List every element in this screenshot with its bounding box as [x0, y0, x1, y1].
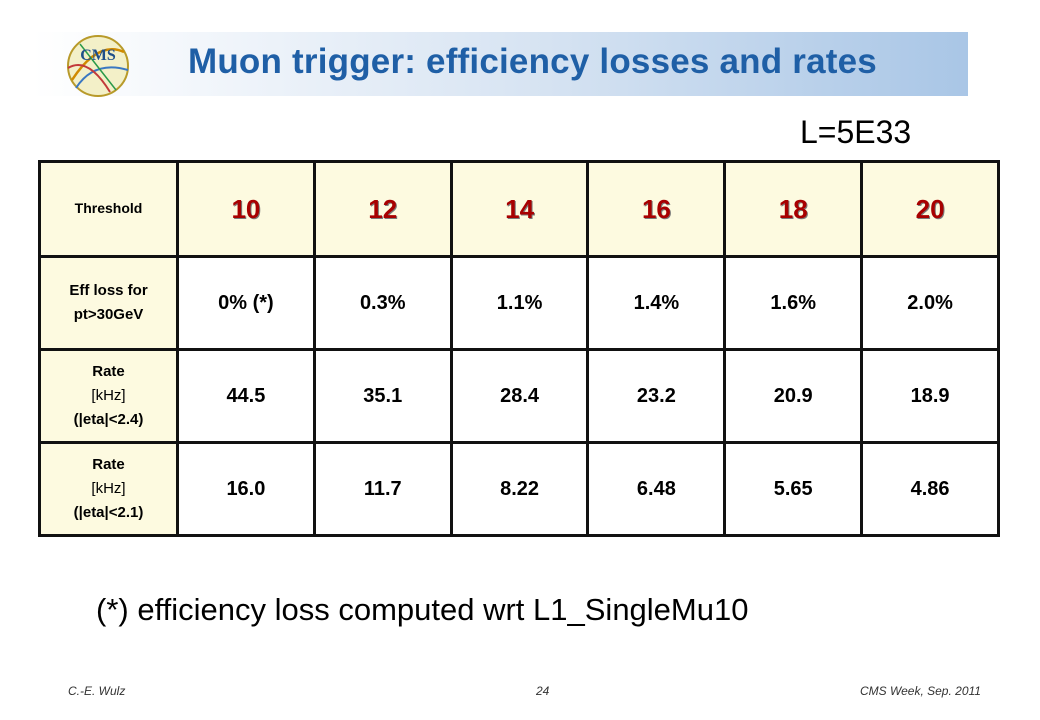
cms-logo-icon: CMS	[67, 35, 129, 97]
table-row: Rate [kHz] (|eta|<2.4) 44.5 35.1 28.4 23…	[38, 348, 1000, 444]
threshold-label: Threshold	[74, 200, 143, 216]
threshold-cell: 10	[176, 160, 316, 258]
row-header-line: Rate	[92, 456, 125, 473]
table-cell: 4.86	[860, 441, 1000, 537]
row-header-line: pt>30GeV	[73, 306, 144, 323]
row-header-unit: [kHz]	[91, 387, 126, 404]
title-bar	[32, 32, 968, 96]
table-cell: 11.7	[312, 441, 453, 537]
table-row: Rate [kHz] (|eta|<2.1) 16.0 11.7 8.22 6.…	[38, 441, 1000, 537]
cms-logo-text: CMS	[80, 47, 116, 64]
footer-author: C.-E. Wulz	[68, 684, 126, 698]
threshold-cell: 20	[860, 160, 1000, 258]
luminosity-label: L=5E33	[800, 114, 912, 150]
threshold-cell: 16	[586, 160, 727, 258]
row-header-unit: [kHz]	[91, 480, 126, 497]
threshold-header-cell: Threshold	[38, 160, 179, 258]
footnote: (*) efficiency loss computed wrt L1_Sing…	[96, 592, 749, 627]
table-cell: 28.4	[449, 348, 590, 444]
threshold-cell: 18	[723, 160, 864, 258]
threshold-cell: 12	[312, 160, 453, 258]
table-cell: 1.1%	[449, 255, 590, 351]
table-cell: 8.22	[449, 441, 590, 537]
row-header-line: (|eta|<2.1)	[73, 504, 144, 521]
table-cell: 5.65	[723, 441, 864, 537]
table-row: Eff loss for pt>30GeV 0% (*) 0.3% 1.1% 1…	[38, 255, 1000, 351]
row-header-line: (|eta|<2.4)	[73, 411, 144, 428]
trigger-table: Threshold 10 12 14 16 18 20 Eff loss for…	[38, 160, 1000, 537]
row-header-rate-eta24: Rate [kHz] (|eta|<2.4)	[38, 348, 179, 444]
row-header-eff-loss: Eff loss for pt>30GeV	[38, 255, 179, 351]
footer-page-number: 24	[536, 684, 550, 698]
table-cell: 1.6%	[723, 255, 864, 351]
table-cell: 6.48	[586, 441, 727, 537]
table-cell: 1.4%	[586, 255, 727, 351]
table-cell: 0% (*)	[176, 255, 316, 351]
table-cell: 18.9	[860, 348, 1000, 444]
footer-event: CMS Week, Sep. 2011	[860, 684, 981, 698]
row-header-rate-eta21: Rate [kHz] (|eta|<2.1)	[38, 441, 179, 537]
threshold-cell: 14	[449, 160, 590, 258]
table-cell: 2.0%	[860, 255, 1000, 351]
threshold-row: Threshold 10 12 14 16 18 20	[38, 160, 1000, 258]
table-cell: 0.3%	[312, 255, 453, 351]
table-cell: 23.2	[586, 348, 727, 444]
table-cell: 16.0	[176, 441, 316, 537]
row-header-line: Eff loss for	[69, 282, 148, 299]
table-cell: 20.9	[723, 348, 864, 444]
table-cell: 44.5	[176, 348, 316, 444]
page-title: Muon trigger: efficiency losses and rate…	[188, 42, 877, 81]
table-cell: 35.1	[312, 348, 453, 444]
row-header-line: Rate	[92, 363, 125, 380]
